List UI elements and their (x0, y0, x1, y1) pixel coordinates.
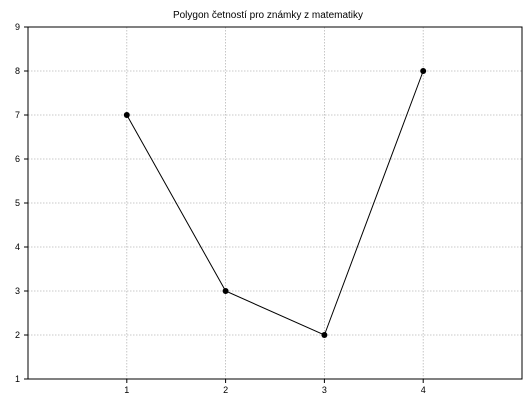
y-axis: 1 2 3 4 5 6 7 8 9 (15, 22, 28, 384)
y-tick-label: 3 (15, 286, 20, 296)
x-tick-label: 4 (421, 385, 426, 395)
x-axis: 1 2 3 4 (124, 379, 426, 395)
data-point (321, 332, 328, 338)
data-point (123, 112, 130, 118)
y-tick-label: 8 (15, 66, 20, 76)
y-tick-label: 1 (15, 374, 20, 384)
data-point (222, 288, 229, 294)
x-tick-label: 3 (322, 385, 327, 395)
y-tick-label: 9 (15, 22, 20, 32)
grid-lines (28, 27, 522, 379)
y-tick-label: 7 (15, 110, 20, 120)
data-series (123, 68, 427, 338)
x-tick-label: 1 (124, 385, 129, 395)
y-tick-label: 5 (15, 198, 20, 208)
y-tick-label: 6 (15, 154, 20, 164)
chart-title: Polygon četností pro známky z matematiky (173, 10, 363, 21)
data-point (420, 68, 427, 74)
series-line (126, 70, 424, 336)
y-tick-label: 4 (15, 242, 20, 252)
x-tick-label: 2 (223, 385, 228, 395)
y-tick-label: 2 (15, 330, 20, 340)
